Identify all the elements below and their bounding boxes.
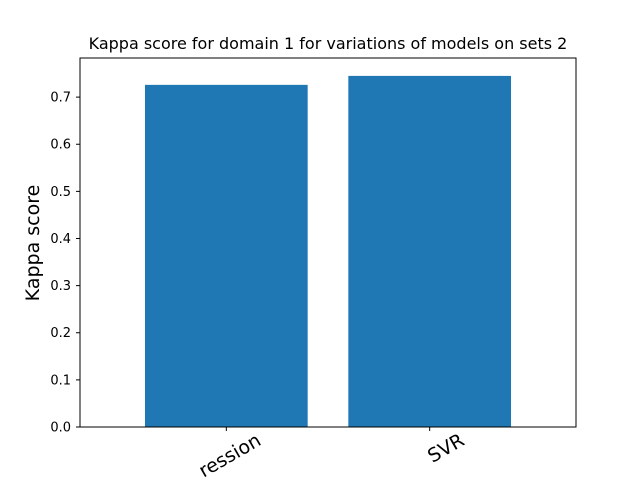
chart-title: Kappa score for domain 1 for variations … [89,34,568,53]
x-tick-label-1: SVR [424,429,468,467]
bar-1 [348,75,512,427]
y-tick-label-7: 0.7 [50,91,71,106]
y-tick-label-2: 0.2 [50,326,71,341]
bar-0 [144,84,308,428]
bars-group [144,75,512,428]
y-tick-label-5: 0.5 [50,185,71,200]
y-axis-label: Kappa score [22,185,44,302]
y-axis-ticks: 0.0 0.1 0.2 0.3 0.4 0.5 0.6 0.7 [50,91,80,436]
x-tick-label-0: ression [195,429,265,480]
y-tick-label-0: 0.0 [50,421,71,436]
x-axis-ticks: ression SVR [195,427,468,480]
y-tick-label-3: 0.3 [50,279,71,294]
y-tick-label-1: 0.1 [50,373,71,388]
y-tick-label-6: 0.6 [50,138,71,153]
plot-frame [79,57,577,428]
y-tick-label-4: 0.4 [50,232,71,247]
